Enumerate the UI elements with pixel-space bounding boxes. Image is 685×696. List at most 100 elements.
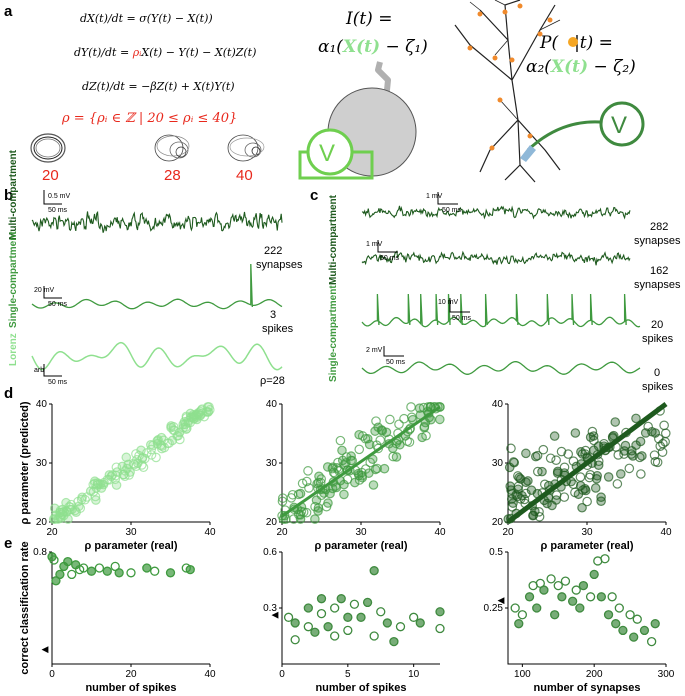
scatter-d3-point bbox=[568, 479, 579, 490]
trace-c-multi-282 bbox=[361, 205, 631, 220]
scatter-e3-point bbox=[589, 569, 599, 580]
scatter-e2-chance-marker: ◀ bbox=[272, 611, 279, 621]
prob-equation-zeta: − ζ₂) bbox=[588, 57, 636, 77]
scatter-d3-point bbox=[556, 446, 567, 457]
scatter-d2-point bbox=[365, 457, 376, 468]
scatter-d3-point bbox=[650, 456, 661, 467]
scatter-e1-point bbox=[78, 563, 89, 573]
b-multi-synapses-word: synapses bbox=[256, 259, 303, 271]
scatter-d2-point bbox=[288, 514, 299, 524]
panel-b: Multi-compartment 0.5 mV 50 ms 222 synap… bbox=[8, 149, 303, 387]
scatter-e2-ytick-label: 0.6 bbox=[263, 547, 277, 558]
scatter-d3-point bbox=[540, 479, 550, 490]
scatter-e2-point bbox=[435, 623, 445, 634]
scatter-d1-xtick-label: 20 bbox=[46, 527, 58, 538]
scatter-d3-point bbox=[580, 483, 590, 494]
attractor-label-20: 20 bbox=[42, 167, 59, 184]
scatter-e3-xlabel: number of synapses bbox=[534, 682, 641, 694]
scatter-d1-point bbox=[55, 511, 65, 521]
scatter-d2-point bbox=[399, 413, 409, 424]
scatter-d2-point bbox=[335, 435, 346, 446]
scatter-d3-point bbox=[512, 491, 523, 502]
scatter-d3-point bbox=[626, 449, 637, 459]
scalebar-c2-v: 1 mV bbox=[366, 241, 383, 248]
scatter-d3-point bbox=[538, 444, 549, 455]
attractor-icon-28 bbox=[154, 134, 190, 162]
b-lorenz-rho: ρ=28 bbox=[260, 375, 285, 387]
scatter-e2-point bbox=[362, 597, 373, 608]
scatter-d2-point bbox=[339, 489, 349, 500]
scatter-d2-point bbox=[333, 457, 343, 468]
scatter-d3-point bbox=[603, 472, 614, 482]
scatter-d1-point bbox=[111, 480, 122, 490]
scatter-d1-point bbox=[80, 494, 90, 505]
scatter-d3-point bbox=[589, 435, 599, 446]
scatter-e2-point bbox=[316, 594, 327, 604]
scatter-d3-point bbox=[515, 494, 526, 504]
scatter-d3-point bbox=[612, 479, 623, 489]
scatter-d1-xtick-label: 40 bbox=[204, 527, 216, 538]
scatter-d2-point bbox=[354, 444, 365, 455]
scatter-e1-point bbox=[55, 569, 65, 580]
scatter-d3-point bbox=[631, 413, 641, 424]
single-compartment-illustration: I(t) = α₁(X(t) − ζ₁) V bbox=[298, 9, 428, 180]
equation-dy-rho: ρᵢ bbox=[132, 46, 142, 59]
attractor-icon-20 bbox=[30, 133, 66, 163]
scatter-e1-xlabel: number of spikes bbox=[85, 682, 176, 694]
attractor-icon-40 bbox=[227, 134, 265, 162]
scalebar-b-single-t: 50 ms bbox=[48, 301, 68, 308]
scatter-e1-point bbox=[63, 556, 73, 567]
scatter-e3-point bbox=[575, 603, 585, 613]
scatter-d1-point bbox=[102, 474, 113, 485]
scatter-e1-point bbox=[185, 564, 195, 575]
prob-equation-p: P( bbox=[539, 33, 558, 53]
scatter-d3-point bbox=[533, 466, 543, 477]
scatter-d3-point bbox=[588, 445, 599, 456]
scalebar-c1: 1 mV 50 ms bbox=[426, 192, 462, 214]
equation-dy-right: X(t) − Y(t) − X(t)Z(t) bbox=[140, 46, 256, 59]
rho-set: ρ = {ρᵢ ∈ ℤ | 20 ≤ ρᵢ ≤ 40} bbox=[61, 111, 237, 126]
scatter-d3-point bbox=[577, 449, 588, 459]
scatter-d3-point bbox=[507, 501, 518, 512]
scalebar-c2: 1 mV 50 ms bbox=[366, 240, 400, 262]
scatter-d3-point bbox=[615, 469, 626, 479]
scatter-e3-point bbox=[510, 603, 520, 613]
scatter-e3-point bbox=[603, 610, 614, 620]
scatter-d3-point bbox=[526, 485, 537, 495]
scatter-e2-point bbox=[303, 622, 313, 632]
scatter-d2-point bbox=[385, 414, 395, 425]
scatter-e1-ylabel: correct classification rate bbox=[19, 541, 31, 674]
scatter-d3-point bbox=[537, 466, 547, 477]
scatter-d1-point bbox=[90, 491, 101, 502]
scatter-d3-point bbox=[655, 441, 666, 451]
scatter-d3-point bbox=[534, 506, 544, 517]
scatter-d1-point bbox=[111, 462, 122, 473]
scalebar-c4-v: 2 mV bbox=[366, 347, 383, 354]
scatter-d3-point bbox=[590, 483, 601, 493]
prob-equation-alpha: α₂( bbox=[526, 57, 551, 77]
scatter-d2-xlabel: ρ parameter (real) bbox=[314, 540, 407, 552]
scatter-d1-point bbox=[92, 478, 103, 488]
scatter-e2-point bbox=[435, 607, 445, 617]
scatter-d2-point bbox=[426, 414, 436, 425]
scatter-d2-point bbox=[323, 498, 333, 508]
multi-compartment-illustration: P(|t) = α₂(X(t) − ζ₂) V bbox=[454, 0, 645, 183]
current-equation-x: X(t) bbox=[342, 37, 380, 57]
scatter-d3-point bbox=[585, 470, 596, 480]
attractor-label-40: 40 bbox=[236, 167, 253, 184]
trace-c-single-20 bbox=[361, 293, 641, 328]
scatter-d2-point bbox=[391, 438, 401, 449]
scatter-e2-ytick-label: 0.3 bbox=[263, 603, 277, 614]
scatter-d2-point bbox=[376, 425, 387, 435]
scatter-d3-point bbox=[647, 426, 657, 437]
scatter-d2-point bbox=[368, 480, 379, 490]
electrode-tip bbox=[520, 145, 536, 162]
scatter-d3-point bbox=[636, 469, 646, 479]
scatter-d1-point bbox=[73, 496, 83, 507]
scatter-d3-point bbox=[549, 431, 560, 441]
scatter-d2-xtick-label: 40 bbox=[434, 527, 446, 538]
scalebar-b-single: 20 mV 50 ms bbox=[34, 286, 68, 308]
current-equation-line1: I(t) = bbox=[345, 9, 392, 29]
scatter-d3-point bbox=[570, 428, 581, 438]
prob-equation-x: X(t) bbox=[550, 57, 588, 77]
